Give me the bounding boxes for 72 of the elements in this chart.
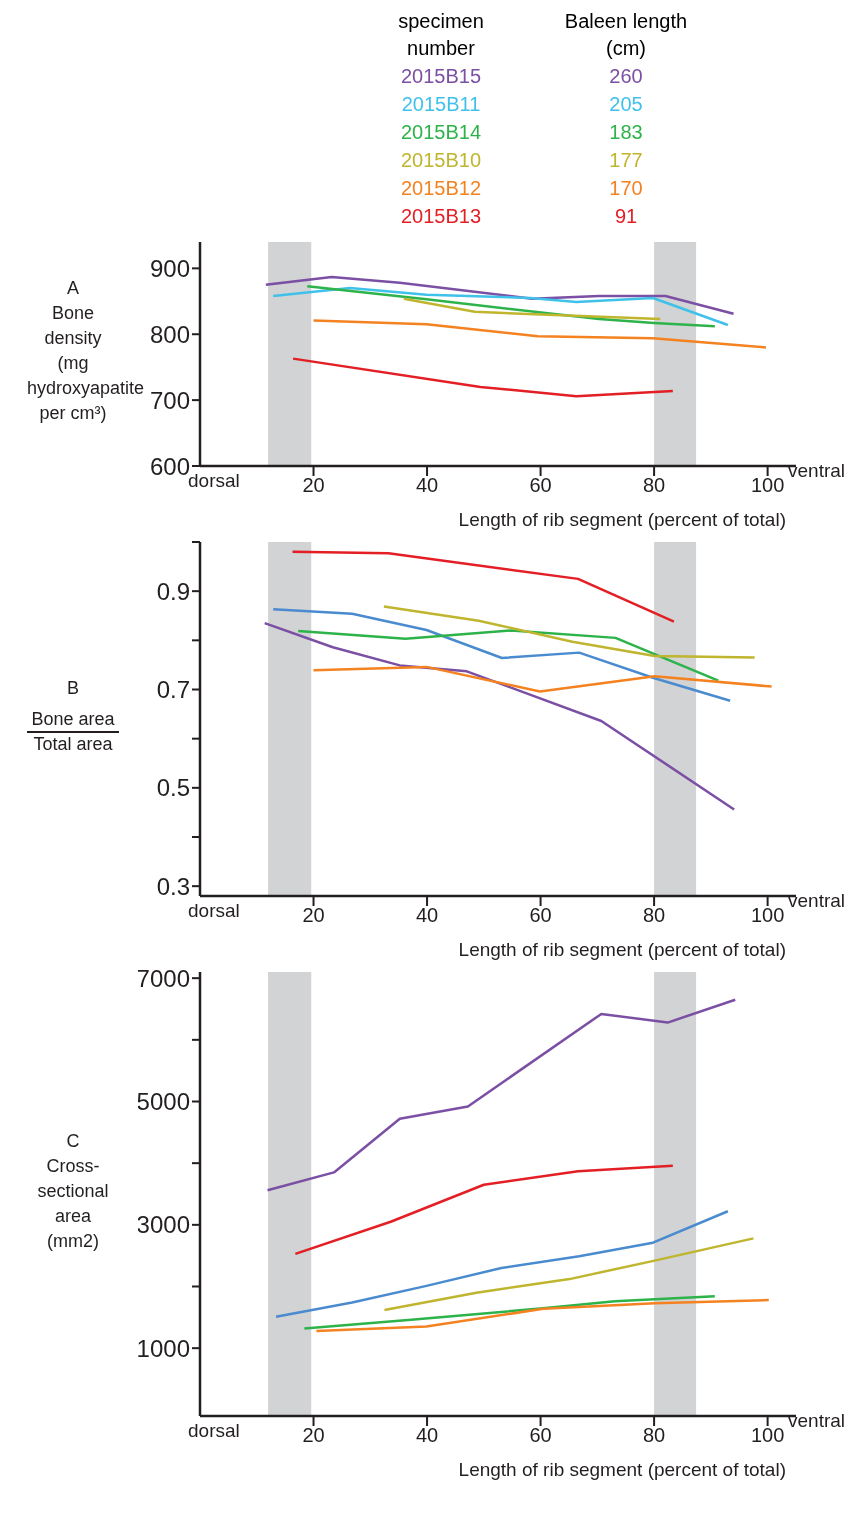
text: dorsal bbox=[188, 900, 240, 922]
y-tick-label: 900 bbox=[149, 254, 190, 282]
x-tick-label: 60 bbox=[529, 1424, 552, 1447]
line-series bbox=[266, 998, 737, 1192]
text: 2015B11 bbox=[400, 92, 482, 117]
x-tick-label: 40 bbox=[415, 904, 439, 927]
text: dorsal bbox=[188, 1420, 240, 1442]
text: 2015B14 bbox=[399, 120, 483, 145]
x-tick-label: 80 bbox=[642, 904, 666, 927]
text: 2015B15 bbox=[399, 64, 483, 89]
line-series bbox=[291, 550, 676, 623]
y-tick-label: 1000 bbox=[136, 1334, 190, 1362]
x-axis-title: Length of rib segment (percent of total) bbox=[458, 509, 786, 530]
y-tick-label: 3000 bbox=[136, 1211, 190, 1239]
y-axis-title: Cross-sectional area (mm2) bbox=[36, 1154, 110, 1253]
text: 205 bbox=[608, 92, 644, 117]
y-tick-label: 0.3 bbox=[156, 872, 190, 900]
text: 170 bbox=[608, 176, 644, 201]
y-tick-label: 800 bbox=[149, 320, 190, 348]
line-series bbox=[296, 629, 720, 682]
line-series bbox=[383, 1237, 755, 1312]
text: dorsal bbox=[188, 470, 240, 492]
text: 260 bbox=[608, 64, 644, 89]
x-tick-label: 60 bbox=[529, 474, 552, 497]
y-tick-label: 0.7 bbox=[156, 676, 190, 704]
annotation: ventral bbox=[788, 1410, 846, 1432]
annotation: ventral bbox=[788, 890, 846, 912]
line-series bbox=[315, 1298, 770, 1333]
line-series bbox=[294, 1164, 675, 1256]
x-tick-label: 20 bbox=[302, 1424, 325, 1447]
y-tick-label: 0.5 bbox=[156, 774, 190, 802]
legend-title: specimen number bbox=[397, 9, 485, 61]
text: 2015B12 bbox=[399, 176, 483, 201]
line-series bbox=[312, 665, 773, 693]
x-axis-title: Length of rib segment (percent of total) bbox=[458, 939, 786, 960]
y-tick-label: 600 bbox=[149, 452, 190, 480]
y-axis-title: Bone area Total area bbox=[27, 706, 119, 757]
y-tick-label: 700 bbox=[149, 386, 190, 414]
line-series bbox=[382, 605, 756, 659]
y-tick-label: 7000 bbox=[136, 964, 190, 992]
x-tick-label: 80 bbox=[642, 474, 666, 497]
line-series bbox=[271, 286, 730, 327]
line-series bbox=[264, 275, 735, 316]
y-tick-label: 0.9 bbox=[156, 577, 190, 605]
line-series bbox=[274, 1210, 730, 1318]
line-series bbox=[312, 319, 768, 349]
x-tick-label: 100 bbox=[750, 474, 785, 497]
x-tick-label: 60 bbox=[529, 904, 552, 927]
x-tick-label: 40 bbox=[415, 1424, 439, 1447]
text: C bbox=[65, 1129, 81, 1153]
text: 2015B13 bbox=[399, 204, 483, 229]
x-tick-label: 100 bbox=[750, 904, 785, 927]
x-tick-label: 40 bbox=[415, 474, 439, 497]
line-series bbox=[291, 357, 675, 398]
text: 177 bbox=[608, 148, 644, 173]
text: A bbox=[66, 277, 80, 300]
x-tick-label: 80 bbox=[642, 1424, 666, 1447]
text: 183 bbox=[608, 120, 644, 145]
y-tick-label: 5000 bbox=[136, 1088, 190, 1116]
y-axis-title: Bone density (mg hydroxyapatite per cm³) bbox=[26, 302, 145, 425]
line-series bbox=[303, 1295, 717, 1330]
text: 91 bbox=[613, 204, 639, 229]
x-axis-title: Length of rib segment (percent of total) bbox=[458, 1459, 786, 1480]
text: 2015B10 bbox=[399, 148, 483, 173]
text: Baleen length (cm) bbox=[563, 9, 689, 61]
text: B bbox=[66, 676, 80, 700]
x-tick-label: 20 bbox=[302, 904, 325, 927]
x-tick-label: 20 bbox=[302, 474, 325, 497]
line-series bbox=[271, 608, 732, 703]
annotation: ventral bbox=[788, 460, 846, 482]
x-tick-label: 100 bbox=[750, 1424, 785, 1447]
line-series bbox=[306, 284, 717, 328]
